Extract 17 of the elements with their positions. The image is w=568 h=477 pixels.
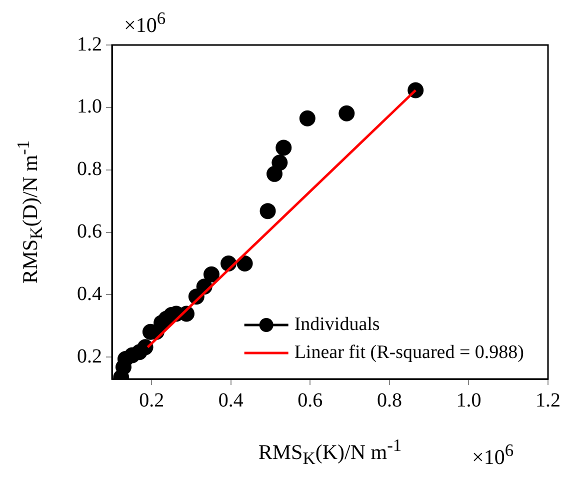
legend-label: Linear fit (R-squared = 0.988) (294, 342, 524, 363)
x-tick-label: 1.0 (456, 389, 482, 412)
x-tick-label: 0.4 (218, 389, 244, 412)
text: ×10$^{6}$ (472, 440, 514, 470)
text: ×10$^{6}$ (124, 8, 166, 38)
y-tick-label: 1.2 (77, 33, 102, 56)
x-tick-label: 0.6 (298, 389, 323, 412)
y-tick-label: 0.4 (77, 282, 102, 305)
x-axis-title: RMS$_{K}$(K)/N m$^{-1}$ (258, 434, 402, 470)
x-tick-label: 1.2 (536, 389, 560, 412)
y-tick-label: 1.0 (77, 96, 102, 118)
x-tick-label: 0.8 (376, 389, 402, 412)
legend-label: Individuals (294, 314, 380, 335)
y-tick-label: 0.8 (77, 158, 102, 180)
x-tick-label: 0.2 (139, 389, 164, 412)
y-tick-label: 0.6 (77, 220, 102, 243)
y-tick-label: 0.2 (77, 345, 102, 368)
